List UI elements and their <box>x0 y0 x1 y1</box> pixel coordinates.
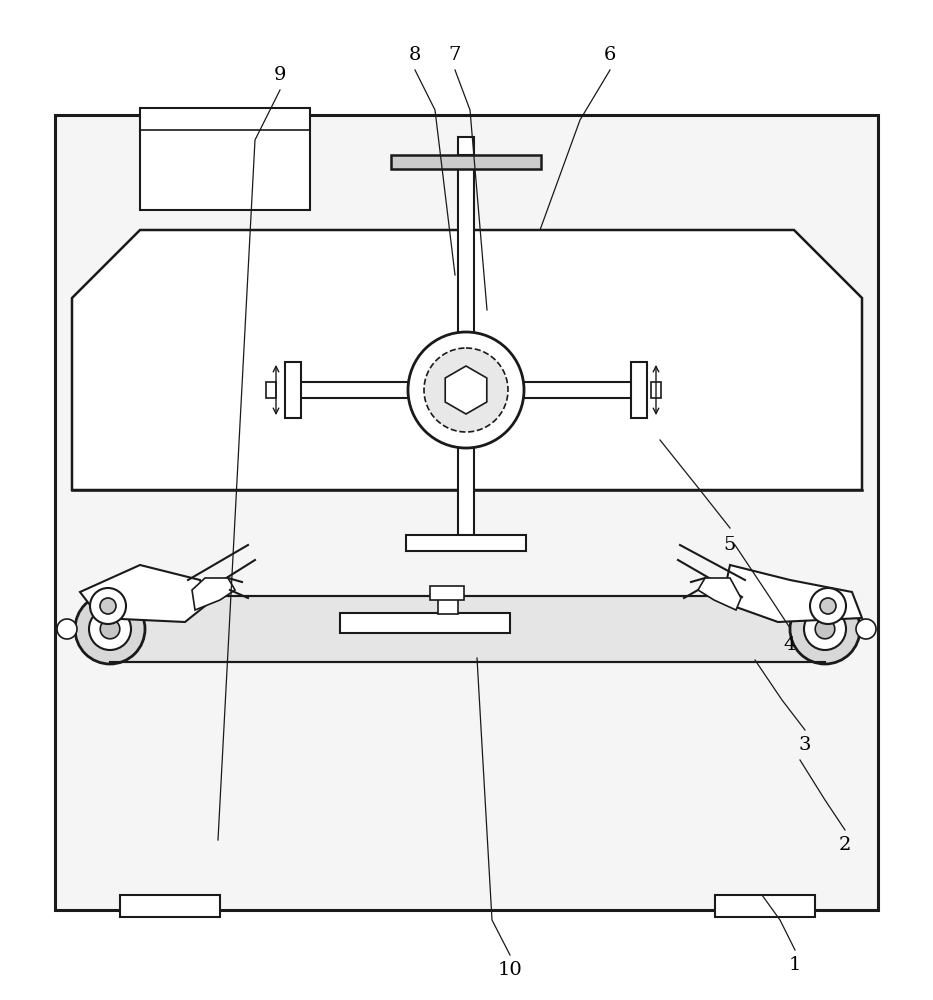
Circle shape <box>804 608 846 650</box>
Circle shape <box>57 619 77 639</box>
Bar <box>651 382 661 398</box>
Bar <box>110 596 825 662</box>
Text: 9: 9 <box>273 66 286 84</box>
Circle shape <box>408 332 524 448</box>
Circle shape <box>810 588 846 624</box>
Bar <box>715 895 815 917</box>
Text: 3: 3 <box>799 736 812 754</box>
Bar <box>120 895 220 917</box>
Circle shape <box>815 619 835 639</box>
Bar <box>340 613 510 633</box>
Bar <box>140 108 310 210</box>
Text: 4: 4 <box>784 636 796 654</box>
Text: 7: 7 <box>449 46 461 64</box>
Bar <box>631 362 647 418</box>
Text: 8: 8 <box>409 46 421 64</box>
Bar <box>458 137 474 155</box>
Polygon shape <box>445 366 487 414</box>
Bar <box>391 155 541 169</box>
Bar <box>430 586 464 600</box>
Circle shape <box>90 588 126 624</box>
Text: 1: 1 <box>788 956 801 974</box>
Bar <box>438 598 458 614</box>
Bar <box>406 535 526 551</box>
Circle shape <box>89 608 131 650</box>
Circle shape <box>790 594 860 664</box>
Bar <box>266 382 276 398</box>
Polygon shape <box>722 565 862 622</box>
Text: 6: 6 <box>604 46 616 64</box>
Circle shape <box>100 598 116 614</box>
Circle shape <box>856 619 876 639</box>
Bar <box>524 382 639 398</box>
Bar <box>285 362 301 418</box>
Bar <box>458 169 474 364</box>
Text: 2: 2 <box>839 836 851 854</box>
Polygon shape <box>192 578 235 610</box>
Bar <box>293 382 408 398</box>
Circle shape <box>100 619 119 639</box>
Circle shape <box>424 348 508 432</box>
Bar <box>55 115 878 910</box>
Polygon shape <box>698 578 741 610</box>
Text: 5: 5 <box>724 536 736 554</box>
Circle shape <box>75 594 145 664</box>
Polygon shape <box>80 565 210 622</box>
Polygon shape <box>72 230 862 490</box>
Bar <box>458 448 474 543</box>
Circle shape <box>820 598 836 614</box>
Text: 10: 10 <box>497 961 522 979</box>
